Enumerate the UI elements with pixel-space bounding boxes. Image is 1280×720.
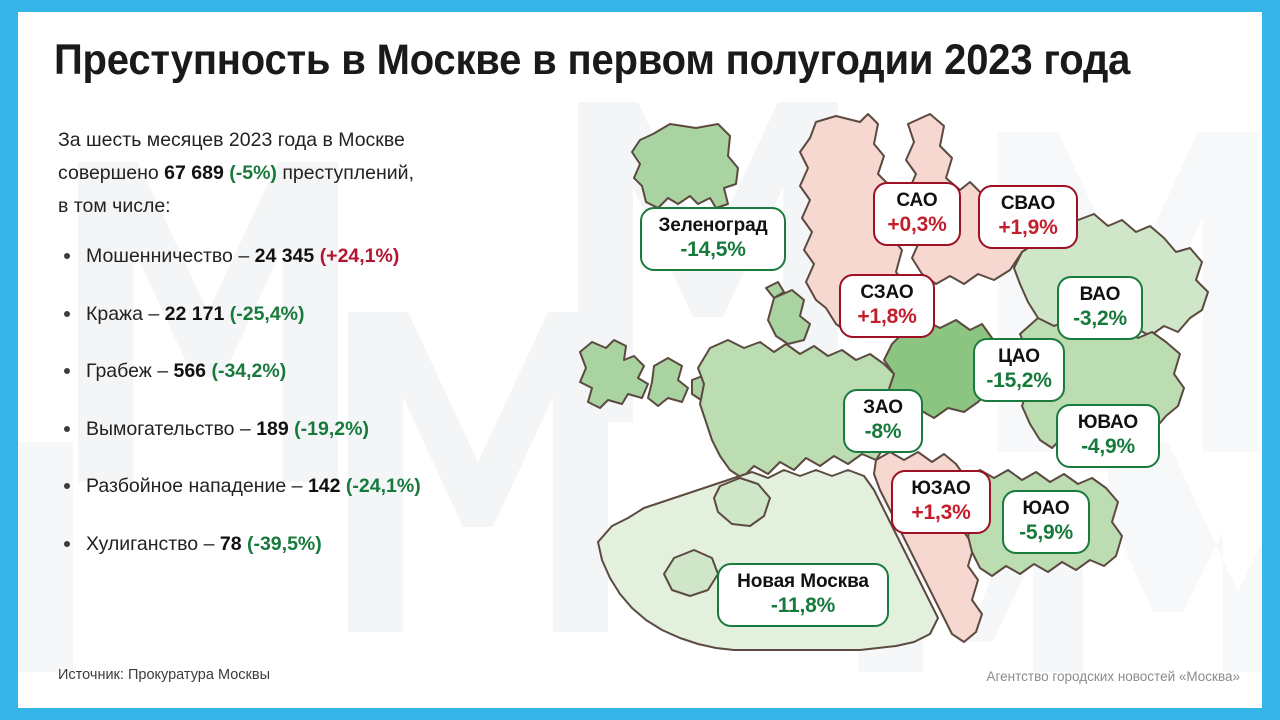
lead-line-2-prefix: совершено (58, 162, 165, 184)
map-label-yuvao[interactable]: ЮВАО -4,9% (1056, 404, 1160, 468)
list-item: Грабеж – 566 (-34,2%) (58, 359, 578, 383)
district-change: -5,9% (1019, 521, 1073, 544)
source-note: Источник: Прокуратура Москвы (58, 667, 270, 683)
crime-change: (-19,2%) (294, 417, 369, 440)
crime-change: (-34,2%) (211, 360, 287, 382)
list-item: Мошенничество – 24 345 (+24,1%) (58, 244, 578, 268)
district-name: ЗАО (863, 397, 903, 418)
district-name: Зеленоград (658, 215, 768, 236)
map-label-zelenograd[interactable]: Зеленоград -14,5% (640, 207, 786, 271)
crime-change: (-25,4%) (229, 302, 305, 325)
crime-value: 24 345 (254, 245, 315, 267)
district-change: +1,9% (998, 216, 1058, 239)
crime-breakdown-list: Мошенничество – 24 345 (+24,1%) Кража – … (58, 244, 578, 589)
district-change: +0,3% (887, 213, 947, 236)
crime-value: 22 171 (164, 302, 225, 325)
map-label-sao[interactable]: САО +0,3% (873, 182, 961, 246)
page-title: Преступность в Москве в первом полугодии… (54, 36, 1131, 84)
district-change: +1,8% (857, 305, 917, 328)
bullet-dot-icon (64, 540, 70, 547)
district-change: -8% (864, 420, 902, 443)
district-name: ЮЗАО (911, 478, 971, 499)
map-label-yuzao[interactable]: ЮЗАО +1,3% (891, 470, 991, 534)
list-item: Кража – 22 171 (-25,4%) (58, 302, 578, 326)
crime-dash: – (239, 417, 251, 440)
map-region-western-exclaves (579, 339, 649, 409)
total-crimes-change: (-5%) (229, 162, 277, 184)
crime-dash: – (157, 360, 169, 382)
district-change: -15,2% (986, 369, 1052, 392)
map-label-cao[interactable]: ЦАО -15,2% (973, 338, 1065, 402)
map-label-vao[interactable]: ВАО -3,2% (1057, 276, 1143, 340)
map-label-zao[interactable]: ЗАО -8% (843, 389, 923, 453)
bullet-dot-icon (64, 310, 70, 317)
crime-dash: – (203, 532, 215, 555)
lead-line-1: За шесть месяцев 2023 года в Москве (58, 129, 405, 151)
district-change: +1,3% (911, 501, 971, 524)
crime-label: Кража (86, 302, 143, 325)
crime-value: 142 (307, 475, 341, 497)
crime-label: Вымогательство (86, 417, 235, 440)
district-name: СВАО (1000, 193, 1056, 214)
crime-dash: – (238, 245, 250, 267)
map-label-svao[interactable]: СВАО +1,9% (978, 185, 1078, 249)
bullet-dot-icon (64, 425, 70, 432)
map-label-novaya-moskva[interactable]: Новая Москва -11,8% (717, 563, 889, 627)
district-change: -3,2% (1073, 307, 1127, 330)
crime-value: 566 (173, 360, 207, 382)
crime-change: (-39,5%) (246, 532, 322, 555)
district-name: ВАО (1079, 284, 1121, 305)
lead-line-3: в том числе: (58, 195, 171, 217)
district-change: -4,9% (1081, 435, 1135, 458)
district-name: СЗАО (860, 282, 914, 303)
crime-dash: – (291, 475, 303, 497)
list-item: Хулиганство – 78 (-39,5%) (58, 532, 578, 556)
crime-change: (+24,1%) (319, 245, 400, 267)
bullet-dot-icon (64, 253, 70, 259)
district-change: -11,8% (770, 594, 836, 617)
district-change: -14,5% (680, 238, 746, 261)
district-name: САО (896, 190, 938, 211)
agency-credit: Агентство городских новостей «Москва» (986, 669, 1240, 684)
infographic-card: Преступность в Москве в первом полугодии… (18, 12, 1262, 708)
list-item: Разбойное нападение – 142 (-24,1%) (58, 474, 578, 498)
district-name: Новая Москва (737, 571, 869, 592)
map-region-szao-exclave-small (765, 281, 785, 299)
district-name: ЦАО (998, 346, 1040, 367)
map-region-zelenograd (631, 123, 739, 209)
lead-paragraph: За шесть месяцев 2023 года в Москве сове… (58, 124, 548, 223)
lead-line-2-suffix: преступлений, (276, 162, 414, 184)
bullet-dot-icon (64, 368, 70, 374)
district-name: ЮВАО (1077, 412, 1139, 433)
crime-dash: – (148, 302, 160, 325)
crime-label: Грабеж (86, 360, 152, 382)
map-label-szao[interactable]: СЗАО +1,8% (839, 274, 935, 338)
crime-label: Мошенничество (86, 245, 233, 267)
crime-value: 78 (219, 532, 242, 555)
map-region-exclave-b (647, 357, 689, 407)
total-crimes-value: 67 689 (164, 162, 224, 184)
crime-change: (-24,1%) (345, 475, 421, 497)
crime-label: Хулиганство (86, 532, 199, 555)
map-detail-novaya-inner-2 (663, 549, 719, 597)
crime-label: Разбойное нападение (86, 475, 287, 497)
bullet-dot-icon (64, 483, 70, 489)
map-region-szao-exclave (767, 289, 811, 345)
district-name: ЮАО (1022, 498, 1070, 519)
map-detail-novaya-inner-1 (713, 477, 771, 527)
crime-value: 189 (256, 417, 289, 440)
map-label-yuao[interactable]: ЮАО -5,9% (1002, 490, 1090, 554)
list-item: Вымогательство – 189 (-19,2%) (58, 417, 578, 441)
